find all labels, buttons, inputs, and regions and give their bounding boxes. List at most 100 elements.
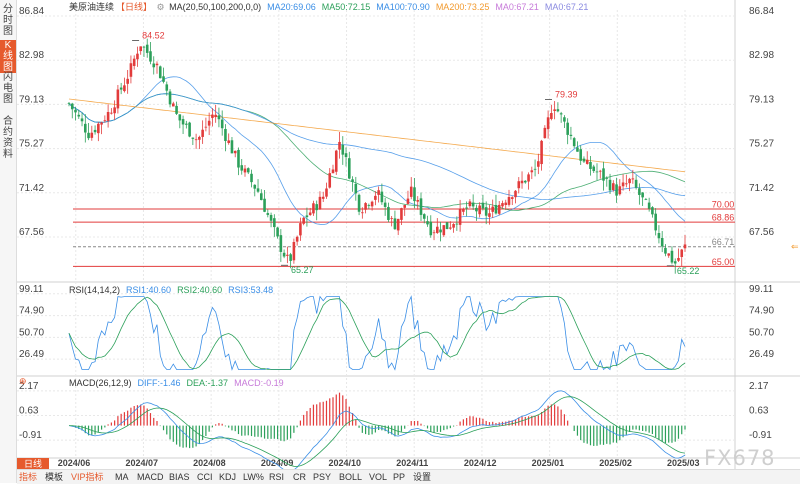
candle-body-97: [383, 202, 387, 207]
indicator-bar: 指标 模板 VIP指标 MA MACD BIAS CCI KDJ LW% RSI CR PSY BOLL…: [17, 469, 800, 484]
candle-body-44: [211, 114, 214, 118]
rsi-tick-left-3: 26.49: [19, 349, 44, 360]
annotation-3: 65.22: [677, 266, 700, 276]
candle-body-78: [321, 196, 325, 199]
indicator-tab-7[interactable]: KDJ: [219, 472, 237, 482]
candle-body-99: [390, 218, 393, 219]
candle-body-56: [250, 173, 253, 183]
candle-body-143: [533, 168, 537, 170]
candle-body-25: [149, 51, 152, 62]
candle-body-179: [651, 207, 654, 215]
candle-body-65: [279, 235, 283, 252]
candle-body-170: [621, 182, 625, 187]
macd-value-0: DIFF:-1.46: [138, 378, 181, 388]
macd-tick-right-1: 0.63: [749, 406, 769, 417]
candle-body-89: [357, 194, 361, 212]
candle-body-87: [351, 179, 354, 182]
price-tick-right-4: 71.42: [749, 183, 774, 194]
rsi-tick-right-3: 26.49: [749, 349, 774, 360]
price-tick-left-0: 86.84: [19, 6, 44, 17]
indicator-tab-4[interactable]: MACD: [137, 472, 164, 482]
x-tick-2: 2024/08: [193, 458, 226, 468]
x-tick-7: 2025/01: [532, 458, 565, 468]
candle-body-107: [416, 200, 420, 202]
candle-body-1: [70, 103, 74, 110]
candle-body-86: [347, 158, 351, 179]
candle-body-37: [188, 122, 191, 137]
indicator-tab-9[interactable]: RSI: [269, 472, 285, 482]
candle-body-187: [677, 257, 680, 261]
price-tick-right-3: 75.27: [749, 139, 774, 150]
candle-body-8: [93, 129, 97, 133]
candle-body-150: [556, 109, 560, 112]
indicator-tab-5[interactable]: BIAS: [169, 472, 190, 482]
candle-body-126: [478, 205, 481, 215]
candle-body-82: [334, 150, 338, 172]
candle-body-68: [289, 254, 292, 261]
rsi-tick-right-2: 50.70: [749, 327, 774, 338]
candle-body-66: [282, 252, 286, 257]
candle-body-181: [657, 233, 661, 239]
candle-body-0: [67, 103, 71, 105]
price-tick-left-3: 75.27: [19, 139, 44, 150]
candle-body-116: [445, 222, 449, 230]
candle-body-11: [103, 120, 107, 122]
sidebar-tab-0[interactable]: 分时图: [3, 4, 13, 37]
rsi-value-0: RSI1:40.60: [126, 285, 171, 295]
kline-chart[interactable]: 86.84 86.84 82.98 82.98 79.13 79.13 75.27 75.27…: [17, 0, 800, 469]
indicator-tab-12[interactable]: BOLL: [339, 472, 363, 482]
period-tab[interactable]: 日线: [17, 458, 49, 470]
price-tick-left-1: 82.98: [19, 50, 44, 61]
candle-body-182: [660, 238, 664, 247]
candle-body-106: [413, 187, 416, 202]
candle-body-73: [305, 215, 309, 218]
header-name: 美原油连续: [69, 1, 114, 12]
price-tick-right-5: 67.56: [749, 227, 774, 238]
candle-body-76: [315, 204, 319, 211]
candle-body-166: [608, 179, 612, 191]
x-tick-5: 2024/11: [396, 458, 428, 468]
candle-body-21: [136, 53, 139, 60]
x-tick-4: 2024/10: [329, 458, 362, 468]
candle-body-59: [259, 193, 263, 201]
x-tick-8: 2025/02: [599, 458, 632, 468]
candle-body-123: [468, 201, 472, 207]
candle-body-183: [664, 247, 667, 254]
indicator-tab-15[interactable]: 设置: [413, 472, 432, 482]
rsi-tick-right-0: 99.11: [749, 284, 774, 295]
indicator-tab-3[interactable]: MA: [115, 472, 129, 482]
indicator-tab-13[interactable]: VOL: [369, 472, 388, 482]
candle-body-140: [523, 180, 527, 183]
candle-body-39: [194, 139, 198, 141]
candle-body-146: [543, 127, 547, 139]
candle-body-58: [256, 188, 260, 192]
rsi3-line: [68, 296, 686, 370]
candle-body-24: [145, 44, 149, 53]
indicator-tab-1[interactable]: 模板: [45, 472, 64, 482]
candle-body-85: [344, 153, 348, 158]
indicator-tab-8[interactable]: LW%: [243, 472, 264, 482]
candle-body-180: [654, 213, 657, 231]
sidebar-tab-2[interactable]: 闪电图: [3, 72, 13, 105]
indicator-tab-6[interactable]: CCI: [197, 472, 213, 482]
candle-body-92: [367, 205, 371, 206]
indicator-tab-14[interactable]: PP: [393, 472, 406, 482]
candle-body-12: [106, 111, 110, 121]
macd-value-1: DEA:-1.37: [187, 378, 229, 388]
candle-body-102: [400, 208, 403, 220]
sidebar-tab-3[interactable]: 合约资料: [3, 116, 13, 160]
indicator-tab-0[interactable]: 指标: [19, 472, 38, 482]
candle-body-5: [83, 123, 87, 133]
indicator-tab-2[interactable]: VIP指标: [71, 472, 104, 482]
header-ma-value-1: MA50:72.15: [322, 2, 371, 12]
rsi-value-2: RSI3:53.48: [228, 285, 273, 295]
rsi-tick-left-0: 99.11: [19, 284, 44, 295]
rsi-label: RSI(14,14,2): [69, 285, 120, 295]
candle-body-57: [253, 184, 257, 189]
indicator-tab-10[interactable]: CR: [293, 472, 306, 482]
candle-body-115: [442, 225, 446, 236]
candle-body-14: [113, 107, 116, 114]
indicator-tab-11[interactable]: PSY: [313, 472, 332, 482]
